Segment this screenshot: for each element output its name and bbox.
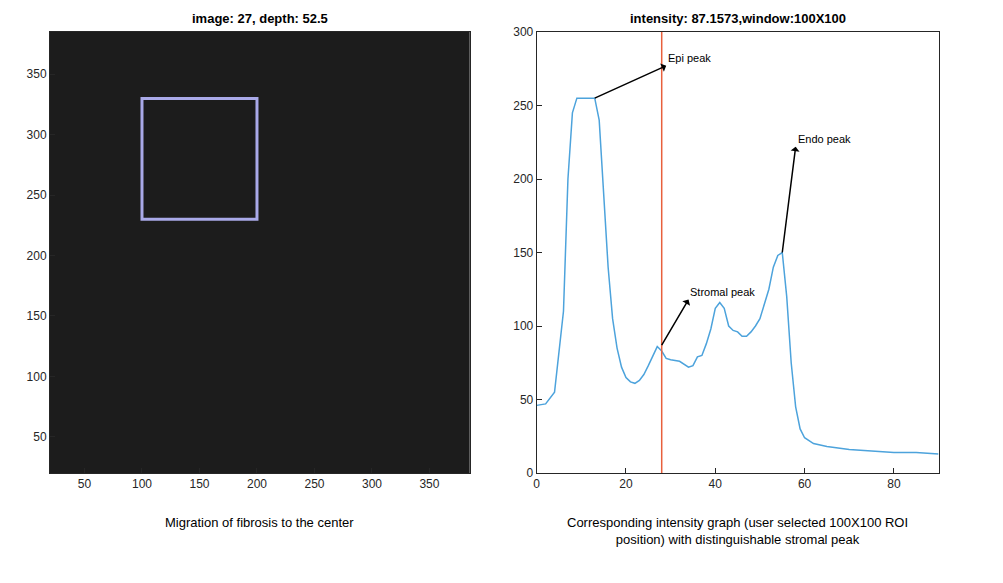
svg-text:Endo peak: Endo peak	[798, 133, 851, 145]
svg-text:150: 150	[27, 309, 47, 323]
svg-text:200: 200	[513, 172, 533, 186]
svg-text:60: 60	[798, 477, 812, 491]
svg-text:Epi peak: Epi peak	[668, 52, 711, 64]
svg-text:Stromal peak: Stromal peak	[690, 286, 755, 298]
svg-text:0: 0	[533, 477, 540, 491]
svg-text:image: 27, depth: 52.5: image: 27, depth: 52.5	[192, 11, 328, 26]
svg-text:80: 80	[887, 477, 901, 491]
svg-text:Corresponding intensity graph: Corresponding intensity graph (user sele…	[567, 515, 908, 547]
svg-text:150: 150	[189, 477, 209, 491]
svg-text:Migration of fibrosis to the c: Migration of fibrosis to the center	[165, 515, 354, 530]
svg-text:100: 100	[27, 370, 47, 384]
svg-text:50: 50	[33, 430, 47, 444]
svg-text:250: 250	[304, 477, 324, 491]
svg-text:250: 250	[27, 188, 47, 202]
svg-text:100: 100	[132, 477, 152, 491]
svg-text:150: 150	[513, 246, 533, 260]
svg-text:300: 300	[513, 25, 533, 39]
svg-text:300: 300	[362, 477, 382, 491]
svg-text:intensity: 87.1573,window:100X: intensity: 87.1573,window:100X100	[630, 11, 846, 26]
svg-text:200: 200	[27, 249, 47, 263]
svg-text:200: 200	[247, 477, 267, 491]
svg-text:100: 100	[513, 319, 533, 333]
svg-text:300: 300	[27, 128, 47, 142]
svg-text:20: 20	[619, 477, 633, 491]
svg-text:50: 50	[78, 477, 92, 491]
svg-text:250: 250	[513, 99, 533, 113]
svg-text:50: 50	[520, 393, 534, 407]
svg-text:350: 350	[27, 67, 47, 81]
svg-text:40: 40	[709, 477, 723, 491]
svg-text:350: 350	[419, 477, 439, 491]
svg-text:0: 0	[527, 466, 534, 480]
